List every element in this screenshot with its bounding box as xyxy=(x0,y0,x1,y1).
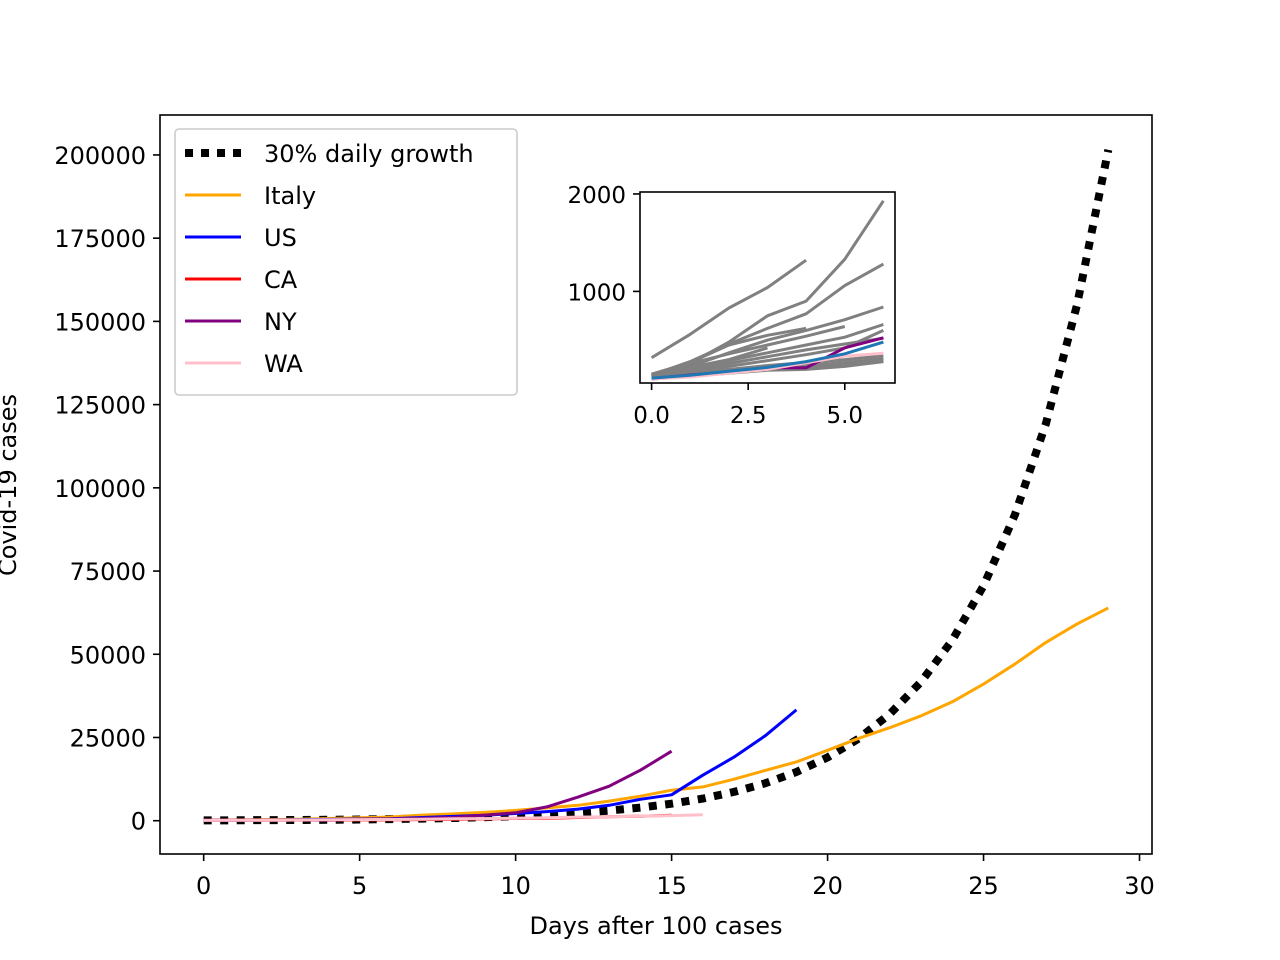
x-tick-label: 20 xyxy=(812,872,843,900)
inset-y-tick-label: 2000 xyxy=(567,183,626,209)
y-tick-label: 75000 xyxy=(70,558,146,586)
y-tick-label: 50000 xyxy=(70,641,146,669)
inset-x-tick-label: 5.0 xyxy=(826,403,863,429)
inset-y-tick-label: 1000 xyxy=(567,280,626,306)
inset-series-line-15 xyxy=(651,351,884,381)
y-tick-label: 175000 xyxy=(54,225,146,253)
y-tick-label: 0 xyxy=(131,808,146,836)
inset-x-tick-label: 2.5 xyxy=(730,403,767,429)
legend-label-30-daily-growth: 30% daily growth xyxy=(264,140,474,168)
y-axis-label: Covid-19 cases xyxy=(0,394,22,576)
y-tick-label: 100000 xyxy=(54,475,146,503)
inset-series-line-12 xyxy=(651,346,768,377)
legend-label-ny: NY xyxy=(264,308,297,336)
series-line-wa xyxy=(203,813,703,822)
legend-box xyxy=(174,128,518,396)
main-axes-frame xyxy=(159,114,1153,855)
y-tick-label: 25000 xyxy=(70,724,146,752)
inset-series-line-6 xyxy=(651,325,846,376)
x-tick-label: 5 xyxy=(352,872,367,900)
x-tick-label: 0 xyxy=(196,872,211,900)
legend-label-ca: CA xyxy=(264,266,298,294)
inset-series-line-16 xyxy=(651,340,884,380)
legend-label-wa: WA xyxy=(264,350,303,378)
x-tick-label: 15 xyxy=(656,872,687,900)
x-tick-label: 25 xyxy=(968,872,999,900)
y-tick-label: 150000 xyxy=(54,308,146,336)
x-tick-label: 30 xyxy=(1124,872,1155,900)
x-axis-label: Days after 100 cases xyxy=(529,912,782,940)
inset-series-line-8 xyxy=(651,336,884,378)
y-tick-label: 200000 xyxy=(54,142,146,170)
inset-plot: 0.0 2.5 5.0 1000 2000 xyxy=(567,183,896,429)
legend-label-us: US xyxy=(264,224,297,252)
legend-label-italy: Italy xyxy=(264,182,316,210)
inset-axes-frame xyxy=(639,191,896,384)
inset-series-group xyxy=(650,199,885,381)
inset-series-line-1 xyxy=(650,258,807,359)
legend: 30% daily growth Italy US CA NY WA xyxy=(174,128,518,396)
main-series-group xyxy=(203,149,1113,825)
x-tick-label: 10 xyxy=(500,872,531,900)
inset-x-tick-label: 0.0 xyxy=(633,403,670,429)
y-tick-label: 125000 xyxy=(54,392,146,420)
